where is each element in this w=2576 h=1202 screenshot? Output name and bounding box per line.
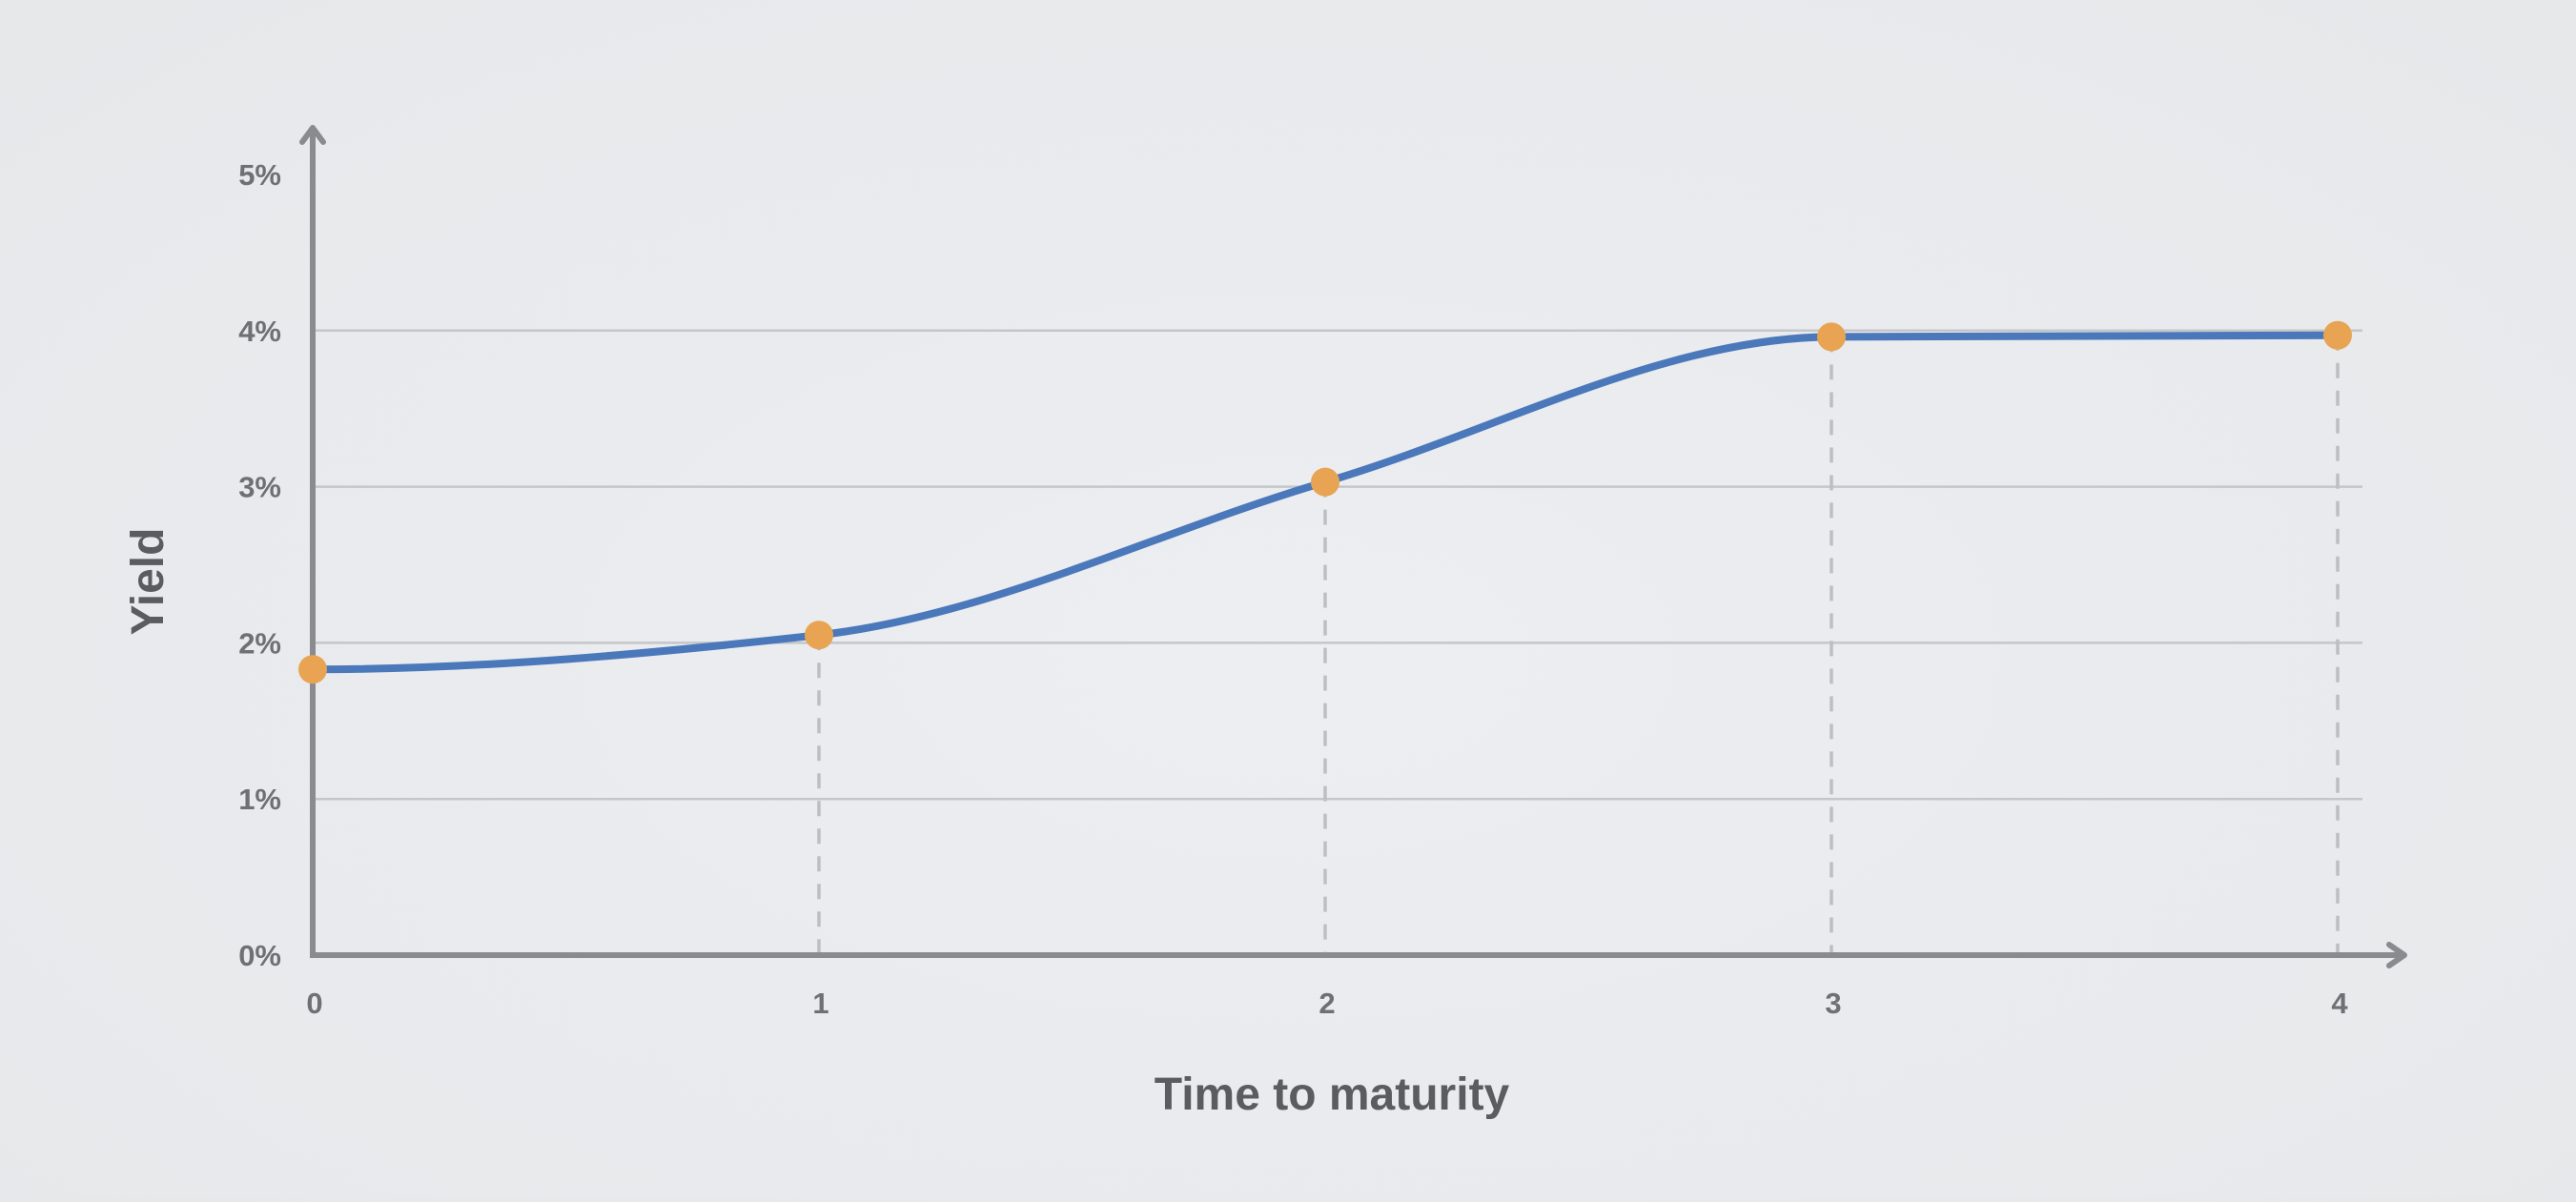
data-point [1817, 322, 1846, 352]
yield-curve-line [309, 331, 2341, 674]
data-point [2323, 320, 2352, 350]
x-axis-arrow-icon [2386, 942, 2407, 968]
y-tick-label: 4% [238, 315, 281, 348]
x-tick-label: 0 [306, 987, 322, 1020]
y-tick-label: 5% [238, 158, 281, 192]
axes [299, 125, 2407, 968]
x-tick-labels: 0 1 2 3 4 [306, 987, 2348, 1020]
y-tick-labels: 0% 1% 2% 3% 4% 5% [238, 158, 281, 972]
y-axis-arrow-icon [299, 125, 326, 145]
data-points [298, 320, 2352, 684]
x-tick-label: 4 [2331, 987, 2348, 1020]
data-point [1311, 467, 1339, 497]
data-point [805, 621, 833, 650]
drop-lines [817, 335, 2340, 955]
x-axis-title: Time to maturity [1155, 1070, 1510, 1120]
y-tick-label: 1% [238, 783, 281, 816]
x-tick-label: 3 [1825, 987, 1841, 1020]
x-tick-label: 1 [812, 987, 828, 1020]
series-layer [309, 331, 2341, 674]
y-tick-label: 3% [238, 471, 281, 504]
y-axis-title: Yield [123, 528, 174, 636]
y-tick-label: 0% [238, 939, 281, 972]
y-tick-label: 2% [238, 626, 281, 660]
data-point [298, 655, 327, 684]
grid-lines [313, 329, 2362, 801]
x-tick-label: 2 [1319, 987, 1335, 1020]
